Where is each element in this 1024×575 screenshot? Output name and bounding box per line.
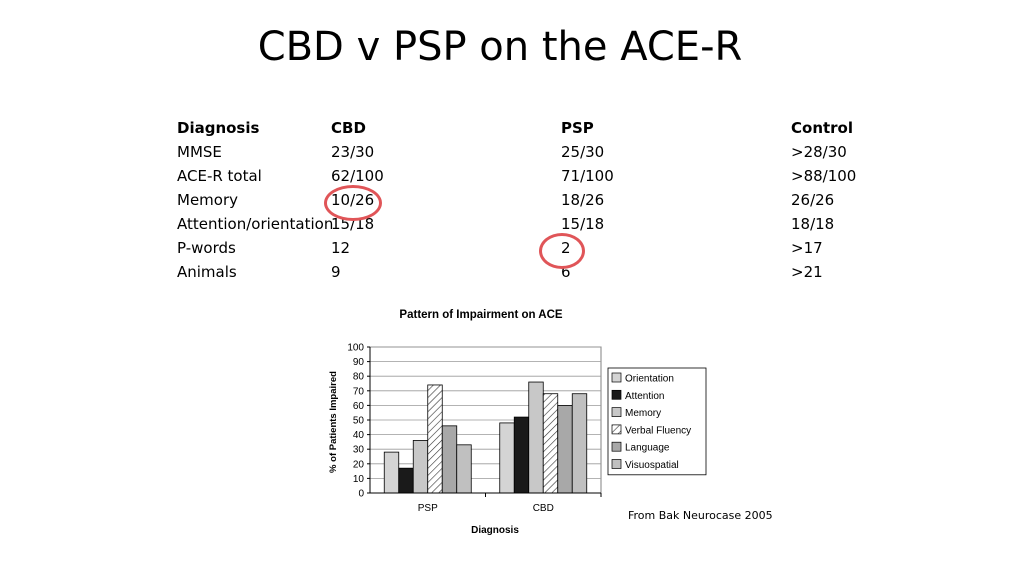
table-cell: 15/18 (561, 215, 605, 233)
x-tick-label: CBD (533, 503, 554, 514)
bar-cbd-orientation (499, 422, 515, 494)
legend-label: Memory (625, 408, 661, 419)
y-tick-label: 70 (353, 386, 365, 397)
table-row-label: P-words (177, 239, 236, 257)
table-header-control: Control (791, 119, 854, 137)
table-cell: 6 (561, 263, 571, 281)
impairment-bar-chart: Pattern of Impairment on ACE 0 10 20 30 40 50… (328, 309, 707, 536)
y-tick-label: 100 (347, 343, 364, 354)
table-cell: >28/30 (791, 143, 847, 161)
legend-label: Language (625, 443, 670, 454)
legend-swatch (611, 459, 622, 469)
table-row-label: MMSE (177, 143, 222, 161)
legend-box (607, 367, 707, 476)
legend-label: Visuospatial (625, 460, 679, 471)
y-tick-label: 10 (353, 474, 365, 485)
x-tick-label: PSP (418, 503, 438, 514)
legend-swatch (611, 441, 622, 452)
y-tick-label: 20 (353, 459, 365, 470)
x-axis-label: Diagnosis (471, 525, 519, 536)
legend-swatch (611, 372, 622, 383)
y-tick-label: 30 (353, 445, 365, 456)
table-cell: 26/26 (791, 191, 835, 209)
table-cell: 18/26 (561, 191, 605, 209)
legend-swatch (611, 389, 622, 400)
table-header-diagnosis: Diagnosis (177, 119, 260, 137)
table-cell: 71/100 (561, 167, 614, 185)
legend-label: Orientation (625, 374, 674, 385)
legend-label: Verbal Fluency (625, 425, 691, 436)
table-row-label: Memory (177, 191, 239, 209)
table-row-label: Attention/orientation (177, 215, 334, 233)
source-citation: From Bak Neurocase 2005 (628, 509, 773, 522)
table-row-label: ACE-R total (177, 167, 262, 185)
table-cell: 25/30 (561, 143, 605, 161)
bar-psp-visuospatial (456, 444, 472, 494)
table-header-cbd: CBD (331, 119, 366, 137)
chart-bars (383, 381, 588, 494)
table-cell: 23/30 (331, 143, 375, 161)
highlight-circle-psp-pwords (539, 233, 585, 269)
legend-swatch (611, 424, 622, 435)
y-tick-label: 90 (353, 357, 365, 368)
bar-cbd-attention (513, 416, 530, 494)
table-cell: >21 (791, 263, 823, 281)
legend-swatch (611, 407, 622, 417)
table-header-psp: PSP (561, 119, 594, 137)
bar-psp-orientation (383, 451, 400, 494)
y-axis-label: % of Patients Impaired (328, 371, 339, 473)
bar-psp-verbal-fluency (427, 384, 443, 494)
y-tick-label: 80 (353, 372, 365, 383)
chart-title: Pattern of Impairment on ACE (399, 309, 562, 321)
table-cell: 9 (331, 263, 341, 281)
table-cell: >17 (791, 239, 823, 257)
table-cell: 62/100 (331, 167, 384, 185)
legend-label: Attention (625, 391, 664, 402)
bar-psp-language (441, 425, 458, 494)
bar-cbd-visuospatial (571, 393, 588, 494)
table-cell: >88/100 (791, 167, 857, 185)
slide-title: CBD v PSP on the ACE-R (257, 24, 743, 70)
table-cell: 18/18 (791, 215, 835, 233)
y-tick-label: 40 (353, 430, 365, 441)
table-row-label: Animals (177, 263, 237, 281)
bar-cbd-verbal-fluency (542, 393, 559, 494)
table-cell: 12 (331, 239, 351, 257)
bar-cbd-memory (528, 381, 544, 494)
y-tick-label: 50 (353, 416, 365, 427)
bar-cbd-language (557, 405, 573, 494)
chart-axes: 0 10 20 30 40 50 60 70 80 90 100 PSP CBD (347, 343, 602, 514)
highlight-circle-cbd-memory (324, 185, 382, 221)
bar-psp-attention (398, 467, 414, 494)
y-tick-label: 0 (358, 489, 364, 500)
y-tick-label: 60 (353, 401, 365, 412)
chart-legend: Orientation Attention Memory Verbal Fluency… (607, 367, 707, 476)
bar-psp-memory (412, 440, 429, 494)
